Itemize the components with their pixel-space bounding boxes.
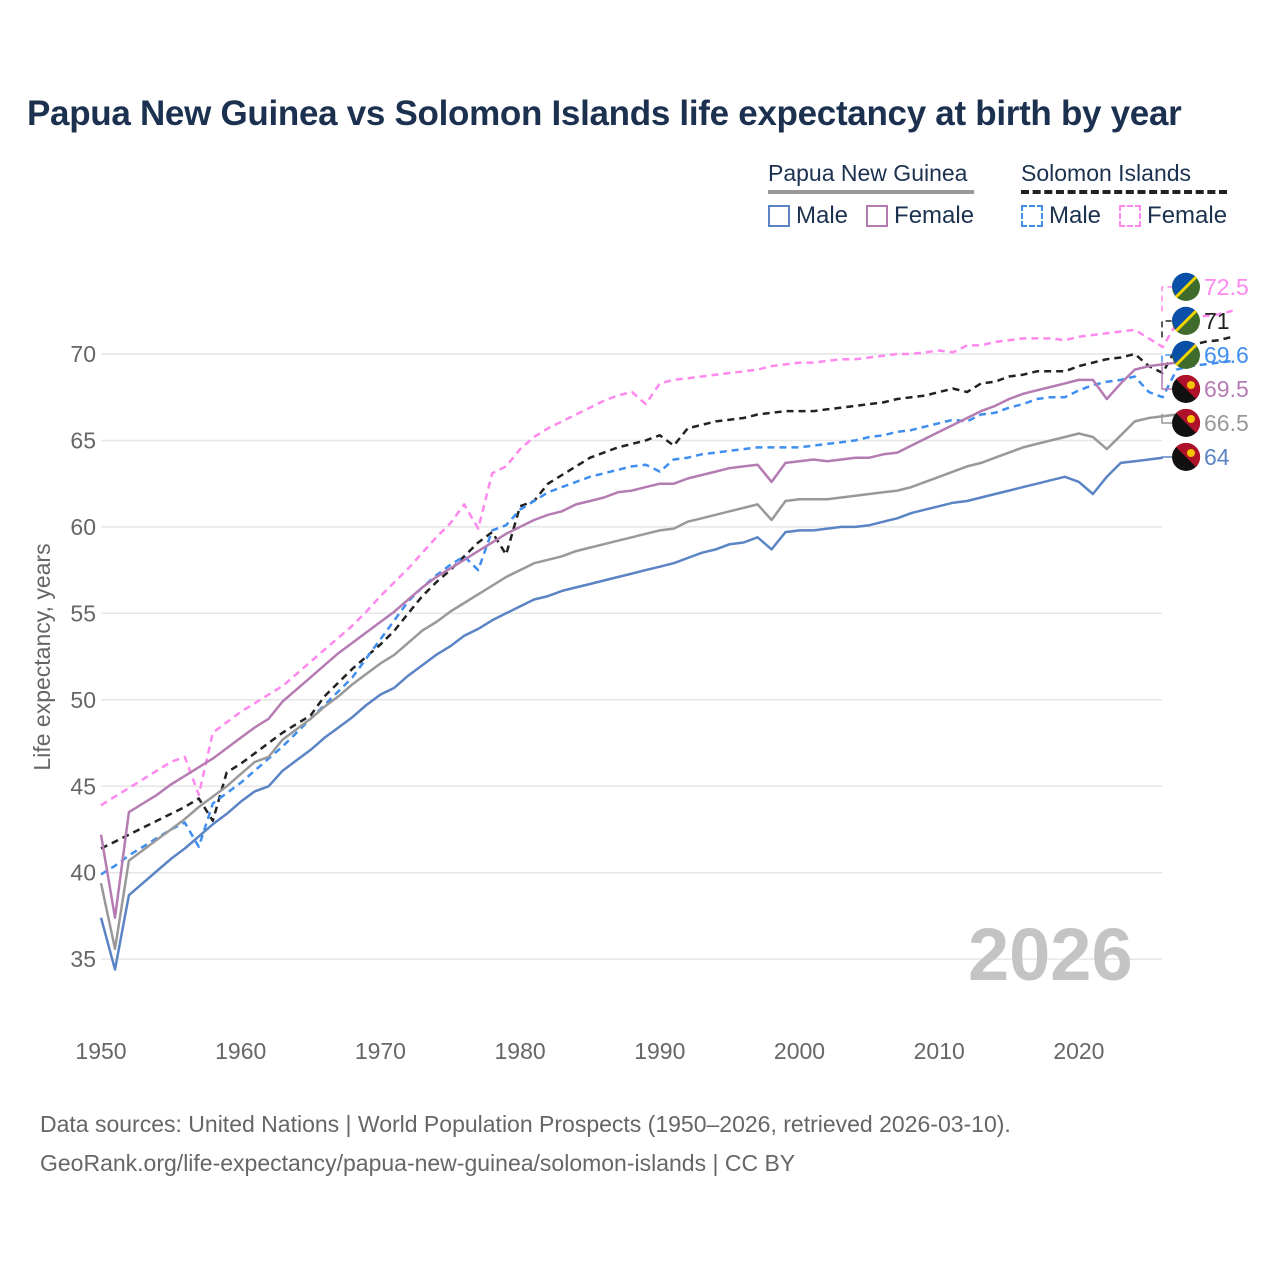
y-tick-label: 35 — [70, 946, 96, 972]
x-tick-label: 1960 — [215, 1038, 266, 1064]
series-line — [100, 309, 1233, 807]
flag-bird — [1187, 381, 1195, 389]
end-value-label: 72.5 — [1204, 274, 1249, 300]
year-watermark: 2026 — [968, 913, 1133, 996]
flag-stripe — [1174, 275, 1198, 299]
flag-blue-part — [1171, 306, 1196, 331]
end-value-label: 71 — [1204, 308, 1230, 334]
label-connector — [1161, 320, 1172, 338]
x-tick-label: 2010 — [914, 1038, 965, 1064]
legend-group-papua-new-guinea: Papua New Guinea Male Female — [768, 160, 975, 230]
legend-item-png-male[interactable]: Male — [768, 202, 848, 230]
series-line — [100, 359, 1233, 876]
flag-blue-part — [1171, 340, 1196, 365]
y-axis-label: Life expectancy, years — [29, 543, 55, 770]
legend-item-sol-male[interactable]: Male — [1021, 202, 1101, 230]
series-line — [100, 335, 1233, 850]
y-tick-label: 60 — [70, 514, 96, 540]
flag-stripe — [1174, 343, 1198, 367]
y-tick-label: 40 — [70, 860, 96, 886]
swatch-icon — [1119, 205, 1142, 227]
x-tick-label: 2000 — [774, 1038, 825, 1064]
x-tick-label: 1990 — [634, 1038, 685, 1064]
x-tick-label: 1970 — [355, 1038, 406, 1064]
label-connector — [1161, 413, 1172, 424]
attribution-link[interactable]: GeoRank.org/life-expectancy/papua-new-gu… — [40, 1150, 796, 1176]
flag-bird — [1187, 415, 1195, 423]
data-source-text: Data sources: United Nations | World Pop… — [40, 1111, 1011, 1137]
footer: Data sources: United Nations | World Pop… — [40, 1105, 1011, 1183]
series-line — [99, 456, 1163, 971]
x-tick-label: 1980 — [495, 1038, 546, 1064]
legend-country-label: Solomon Islands — [1021, 160, 1228, 194]
y-tick-label: 55 — [70, 600, 96, 626]
y-tick-label: 70 — [70, 341, 96, 367]
series-line — [99, 413, 1177, 951]
end-value-label: 69.6 — [1204, 342, 1249, 368]
line-chart: 35 40 45 50 55 60 65 70 1950 1960 1970 1980 1990 2000… — [29, 272, 1249, 1064]
label-connector — [1161, 286, 1172, 312]
x-tick-label: 2020 — [1053, 1038, 1104, 1064]
flag-blue-part — [1171, 272, 1196, 297]
y-tick-label: 45 — [70, 773, 96, 799]
end-value-label: 69.5 — [1204, 376, 1249, 402]
end-value-label: 64 — [1204, 444, 1230, 470]
legend-item-label: Female — [894, 202, 975, 229]
swatch-icon — [768, 205, 790, 227]
series-line — [99, 361, 1177, 919]
flag-bird — [1187, 449, 1195, 457]
legend-item-png-female[interactable]: Female — [866, 202, 974, 230]
label-connector — [1161, 361, 1172, 390]
chart-title: Papua New Guinea vs Solomon Islands life… — [27, 94, 1182, 133]
swatch-icon — [1021, 205, 1043, 227]
label-connector — [1161, 354, 1172, 362]
legend-item-label: Female — [1147, 202, 1228, 229]
legend-item-sol-female[interactable]: Female — [1119, 202, 1227, 230]
x-tick-label: 1950 — [75, 1038, 126, 1064]
y-tick-label: 65 — [70, 427, 96, 453]
end-value-label: 66.5 — [1204, 410, 1249, 436]
legend-item-label: Male — [1049, 202, 1102, 229]
y-tick-label: 50 — [70, 687, 96, 713]
label-connector — [1161, 456, 1172, 459]
swatch-icon — [866, 205, 889, 227]
flag-stripe — [1174, 309, 1198, 333]
legend-country-label: Papua New Guinea — [768, 160, 975, 194]
legend-item-label: Male — [796, 202, 849, 229]
legend-group-solomon-islands: Solomon Islands Male Female — [1021, 160, 1228, 230]
